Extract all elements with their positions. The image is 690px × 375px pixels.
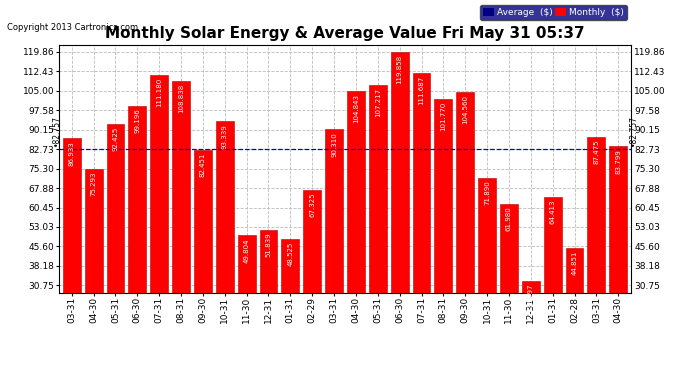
- Text: 83.799: 83.799: [615, 149, 621, 174]
- Text: Copyright 2013 Cartronics.com: Copyright 2013 Cartronics.com: [7, 22, 138, 32]
- Bar: [478, 177, 496, 366]
- Text: •82.757: •82.757: [629, 116, 638, 147]
- Text: 104.560: 104.560: [462, 94, 469, 124]
- Bar: [435, 99, 453, 366]
- Title: Monthly Solar Energy & Average Value Fri May 31 05:37: Monthly Solar Energy & Average Value Fri…: [105, 26, 585, 41]
- Bar: [587, 137, 605, 366]
- Text: 82.451: 82.451: [200, 153, 206, 177]
- Bar: [413, 74, 431, 366]
- Bar: [609, 146, 627, 366]
- Text: 101.770: 101.770: [440, 102, 446, 131]
- Text: 92.425: 92.425: [112, 126, 119, 151]
- Text: 93.339: 93.339: [221, 124, 228, 149]
- Text: 67.325: 67.325: [309, 192, 315, 217]
- Text: 90.310: 90.310: [331, 132, 337, 157]
- Bar: [522, 281, 540, 366]
- Bar: [106, 124, 124, 366]
- Bar: [544, 197, 562, 366]
- Text: 108.838: 108.838: [178, 83, 184, 112]
- Text: 104.843: 104.843: [353, 94, 359, 123]
- Text: 71.890: 71.890: [484, 180, 490, 205]
- Bar: [172, 81, 190, 366]
- Bar: [194, 150, 212, 366]
- Bar: [259, 230, 277, 366]
- Text: •82.757: •82.757: [52, 116, 61, 147]
- Bar: [150, 75, 168, 366]
- Bar: [391, 52, 408, 366]
- Bar: [347, 91, 365, 366]
- Bar: [566, 248, 584, 366]
- Bar: [500, 204, 518, 366]
- Text: 75.293: 75.293: [90, 171, 97, 196]
- Bar: [63, 138, 81, 366]
- Bar: [237, 236, 255, 366]
- Text: 49.804: 49.804: [244, 238, 250, 262]
- Text: 111.180: 111.180: [156, 77, 162, 106]
- Bar: [128, 106, 146, 366]
- Text: 48.525: 48.525: [287, 242, 293, 266]
- Text: 99.196: 99.196: [135, 109, 140, 134]
- Text: 64.413: 64.413: [550, 200, 555, 224]
- Text: 87.475: 87.475: [593, 140, 600, 164]
- Bar: [85, 169, 103, 366]
- Text: 111.687: 111.687: [419, 76, 424, 105]
- Text: 61.980: 61.980: [506, 206, 512, 231]
- Text: 107.217: 107.217: [375, 88, 381, 117]
- Text: 51.839: 51.839: [266, 232, 271, 257]
- Text: 32.497: 32.497: [528, 284, 534, 308]
- Text: 44.851: 44.851: [571, 251, 578, 275]
- Text: 86.933: 86.933: [69, 141, 75, 165]
- Bar: [456, 92, 474, 366]
- Bar: [325, 129, 343, 366]
- Text: 119.858: 119.858: [397, 54, 403, 84]
- Bar: [282, 239, 299, 366]
- Legend: Average  ($), Monthly  ($): Average ($), Monthly ($): [480, 5, 627, 20]
- Bar: [303, 189, 321, 366]
- Bar: [216, 122, 234, 366]
- Bar: [369, 85, 387, 366]
